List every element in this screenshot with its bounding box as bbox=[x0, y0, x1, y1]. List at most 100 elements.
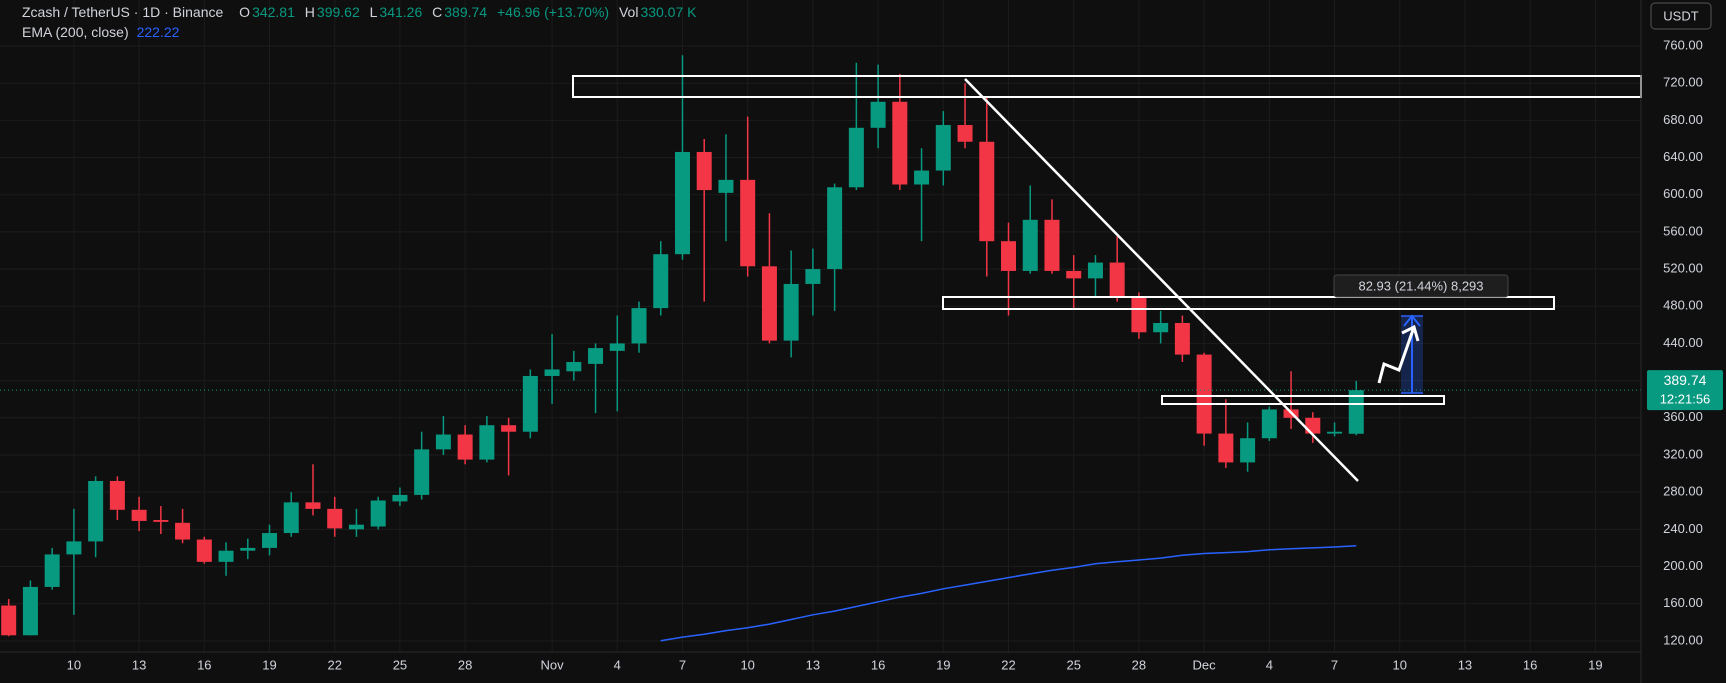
candle-body bbox=[740, 179, 756, 267]
candle-body bbox=[1066, 270, 1082, 279]
y-tick-label: 360.00 bbox=[1663, 409, 1703, 424]
candle-body bbox=[88, 480, 104, 542]
ohlc-value: 399.62 bbox=[316, 4, 360, 20]
candle-body bbox=[1240, 438, 1256, 463]
candle-body bbox=[674, 151, 690, 255]
candle-body bbox=[348, 524, 364, 530]
candle-body bbox=[761, 266, 777, 341]
y-tick-label: 760.00 bbox=[1663, 37, 1703, 52]
candle-body bbox=[1087, 262, 1103, 279]
x-tick-label: 16 bbox=[197, 657, 211, 672]
candle-body bbox=[631, 308, 647, 344]
ema-line bbox=[660, 545, 1357, 642]
candle-body bbox=[218, 550, 234, 562]
candle-body bbox=[1044, 219, 1060, 271]
candle-body bbox=[1305, 417, 1321, 434]
candle-body bbox=[544, 369, 560, 376]
projection-arrow-head bbox=[1401, 324, 1420, 342]
indicator-legend: EMA (200, close) 222.22 bbox=[22, 24, 181, 40]
x-tick-label: 22 bbox=[1001, 657, 1015, 672]
x-tick-label: 25 bbox=[393, 657, 407, 672]
x-tick-label: 28 bbox=[1132, 657, 1146, 672]
x-tick-label: 19 bbox=[262, 657, 276, 672]
legend: Zcash / TetherUS · 1D · Binance O 342.81 … bbox=[22, 4, 703, 20]
y-tick-label: 440.00 bbox=[1663, 335, 1703, 350]
candle-body bbox=[392, 494, 408, 502]
candle-body bbox=[240, 547, 256, 551]
x-tick-label: 13 bbox=[806, 657, 820, 672]
x-tick-label: 22 bbox=[327, 657, 341, 672]
x-tick-label: 16 bbox=[871, 657, 885, 672]
candle-body bbox=[1327, 431, 1343, 434]
candle-body bbox=[914, 170, 930, 185]
candle-body bbox=[109, 480, 125, 510]
measure-label: 82.93 (21.44%) 8,293 bbox=[1358, 278, 1483, 293]
change: +46.96 (+13.70%) bbox=[496, 4, 610, 20]
last-price-box bbox=[1647, 370, 1723, 411]
candle-body bbox=[66, 541, 82, 555]
x-tick-label: 10 bbox=[1393, 657, 1407, 672]
candle-body bbox=[175, 522, 191, 540]
currency[interactable]: USDT bbox=[1663, 8, 1698, 23]
candle-body bbox=[479, 425, 495, 460]
candle-body bbox=[957, 125, 973, 142]
support-zone bbox=[1161, 395, 1445, 405]
x-tick-label: Nov bbox=[541, 657, 565, 672]
indicator-value: 222.22 bbox=[136, 24, 180, 40]
candle-body bbox=[501, 425, 517, 432]
candle-body bbox=[1, 605, 17, 636]
symbol: Zcash / TetherUS · 1D · Binance bbox=[22, 4, 224, 20]
candle-body bbox=[827, 187, 843, 270]
candle-body bbox=[718, 179, 734, 193]
y-tick-label: 480.00 bbox=[1663, 298, 1703, 313]
grid bbox=[0, 0, 1641, 652]
ohlc-letter: C bbox=[432, 4, 443, 20]
candle-body bbox=[153, 520, 169, 522]
y-tick-label: 280.00 bbox=[1663, 484, 1703, 499]
candle-body bbox=[935, 125, 951, 171]
candle-body bbox=[414, 449, 430, 495]
ohlc-letter: O bbox=[239, 4, 251, 20]
candle-body bbox=[44, 554, 60, 587]
y-tick-label: 240.00 bbox=[1663, 521, 1703, 536]
volume-letter: Vol bbox=[618, 4, 639, 20]
candle-body bbox=[305, 502, 321, 509]
ohlc-value: 389.74 bbox=[444, 4, 488, 20]
y-tick-label: 600.00 bbox=[1663, 186, 1703, 201]
x-tick-label: 28 bbox=[458, 657, 472, 672]
y-tick-label: 320.00 bbox=[1663, 446, 1703, 461]
countdown: 12:21:56 bbox=[1660, 392, 1711, 407]
x-tick-label: 13 bbox=[132, 657, 146, 672]
candle-body bbox=[1174, 322, 1190, 355]
x-tick-label: 10 bbox=[740, 657, 754, 672]
candle-body bbox=[457, 434, 473, 460]
y-tick-label: 640.00 bbox=[1663, 149, 1703, 164]
x-tick-label: 7 bbox=[679, 657, 686, 672]
candle-body bbox=[262, 533, 278, 548]
marks bbox=[0, 55, 1641, 642]
candle-body bbox=[848, 127, 864, 188]
y-tick-label: 200.00 bbox=[1663, 558, 1703, 573]
last-price: 389.74 bbox=[1664, 372, 1707, 388]
indicator-name: EMA (200, close) bbox=[22, 24, 129, 40]
candle-body bbox=[805, 269, 821, 284]
candle-body bbox=[653, 254, 669, 309]
candle-body bbox=[1261, 409, 1277, 439]
candle-body bbox=[696, 151, 712, 191]
y-tick-label: 560.00 bbox=[1663, 223, 1703, 238]
candle-body bbox=[566, 362, 582, 372]
candle-body bbox=[522, 375, 538, 432]
candle-body bbox=[327, 508, 343, 529]
x-tick-label: 7 bbox=[1331, 657, 1338, 672]
y-tick-label: 120.00 bbox=[1663, 632, 1703, 647]
y-tick-label: 720.00 bbox=[1663, 75, 1703, 90]
x-tick-label: 19 bbox=[1588, 657, 1602, 672]
x-tick-label: 13 bbox=[1458, 657, 1472, 672]
currency-button[interactable] bbox=[1650, 2, 1712, 30]
candle-body bbox=[870, 101, 886, 128]
candle-body bbox=[22, 586, 38, 636]
candle-body bbox=[588, 348, 604, 364]
candle-body bbox=[1131, 296, 1147, 333]
